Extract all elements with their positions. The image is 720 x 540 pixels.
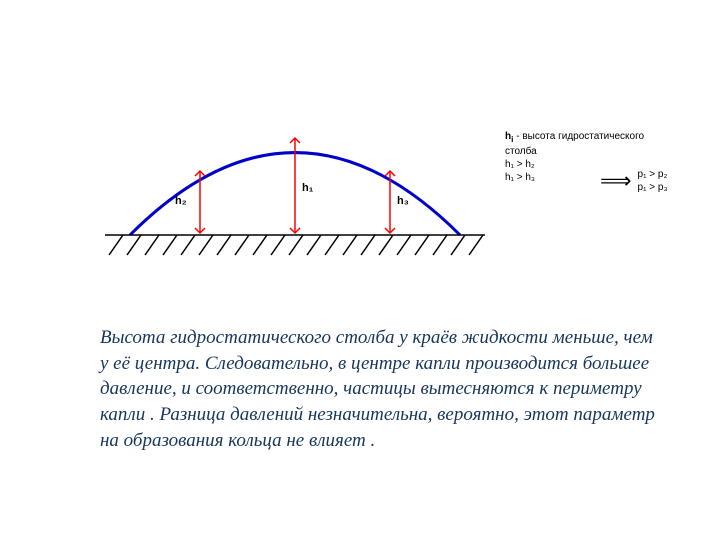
diagram-area: h₂ h₁ h₃ hi - высота гидростатического сто… [105, 120, 720, 280]
legend-line2: столба [505, 145, 644, 158]
legend-line1: hi - высота гидростатического [505, 130, 644, 145]
p-column: p₁ > p₂ p₁ > p₃ [638, 168, 668, 194]
legend-rest: - высота гидростатического [513, 131, 644, 142]
implies-symbol: ⟹ [600, 170, 632, 192]
height-label: h₂ [175, 195, 187, 207]
height-label: h₃ [397, 195, 409, 207]
height-label: h₁ [302, 182, 313, 194]
explanation-text: Высота гидростатического столба у краёв … [100, 325, 660, 453]
p-line1: p₁ > p₂ [638, 168, 668, 181]
diagram-svg [105, 120, 505, 280]
implies-group: ⟹ p₁ > p₂ p₁ > p₃ [600, 168, 668, 194]
p-line2: p₁ > p₃ [638, 181, 668, 194]
